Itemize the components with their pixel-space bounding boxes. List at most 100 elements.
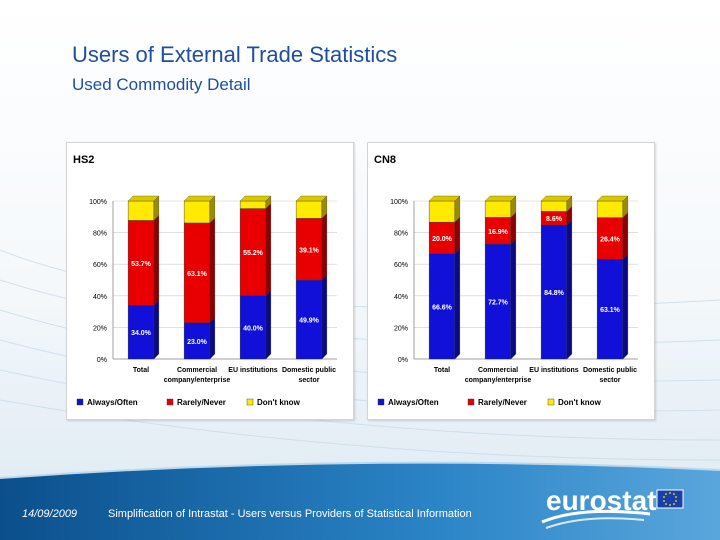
bar-segment-top (295, 195, 328, 202)
logo-swoosh-icon (541, 509, 651, 524)
category-label: Total (434, 367, 450, 374)
bar-segment (428, 200, 456, 223)
bar-segment (295, 279, 323, 360)
bar-segment-side (265, 203, 272, 297)
chart-title: HS2 (73, 154, 94, 166)
bar-segment (484, 200, 512, 218)
legend-label: Don't know (257, 398, 301, 407)
category-label: sector (599, 377, 620, 384)
data-label: 49.9% (299, 318, 320, 325)
data-label: 16.9% (488, 229, 509, 236)
chart-panel-hs2: HS2 0% 20% 40% 60% 80% 100% 34.0% 53.7% Total 23.0… (66, 142, 354, 420)
data-label: 72.7% (488, 300, 509, 307)
bar-segment (127, 200, 155, 221)
slide-title: Users of External Trade Statistics (72, 42, 398, 67)
bar-segment (596, 200, 624, 218)
bar-segment-side (153, 215, 160, 306)
bar-segment (239, 295, 267, 360)
bar-segment (295, 200, 323, 219)
data-label: 66.6% (432, 304, 453, 311)
bar-segment (540, 200, 568, 212)
y-tick-label: 40% (93, 294, 107, 301)
bar-segment (183, 200, 211, 224)
legend-label: Always/Often (388, 398, 439, 407)
y-tick-label: 100% (89, 199, 107, 206)
legend-label: Don't know (558, 398, 602, 407)
y-tick-label: 80% (394, 231, 408, 238)
bar-segment (540, 224, 568, 360)
bar-segment-side (622, 253, 629, 360)
bar-segment-side (321, 274, 328, 360)
legend-swatch (246, 398, 254, 406)
y-tick-label: 60% (394, 262, 408, 269)
data-label: 55.2% (243, 250, 264, 257)
bar-segment-top (540, 195, 573, 202)
y-tick-label: 60% (93, 262, 107, 269)
data-label: 39.1% (299, 247, 320, 254)
legend-swatch (547, 398, 555, 406)
bar-segment (127, 220, 155, 306)
bar-segment-top (428, 195, 461, 202)
logo-text: eurostat (546, 485, 656, 516)
data-label: 26.4% (600, 236, 621, 243)
data-label: 23.0% (187, 339, 208, 346)
bar-segment-side (265, 290, 272, 360)
y-tick-label: 0% (398, 357, 408, 364)
legend-swatch (467, 398, 475, 406)
bar-segment (428, 221, 456, 254)
category-label: company/enterprise (164, 377, 231, 384)
bar-segment (428, 253, 456, 360)
chart-hs2: HS2 0% 20% 40% 60% 80% 100% 34.0% 53.7% Total 23.0… (73, 154, 337, 407)
bar-segment-side (321, 213, 328, 281)
data-label: 20.0% (432, 236, 453, 243)
data-label: 63.1% (187, 271, 208, 278)
bar-segment-top (183, 195, 216, 202)
bar-segment (596, 259, 624, 360)
bar-segment (127, 305, 155, 360)
bar-segment-side (622, 212, 629, 260)
data-label: 8.6% (546, 216, 563, 223)
bar-segment-side (566, 219, 573, 360)
eu-flag-icon (656, 489, 684, 509)
bar-segment-top (127, 195, 160, 202)
slide-subtitle: Used Commodity Detail (72, 75, 251, 94)
data-label: 40.0% (243, 325, 264, 332)
chart-title: CN8 (374, 154, 396, 166)
y-tick-label: 0% (97, 357, 107, 364)
legend-label: Rarely/Never (478, 398, 527, 407)
data-label: 34.0% (131, 330, 152, 337)
y-tick-label: 40% (394, 294, 408, 301)
bar-segment-side (209, 317, 216, 360)
legend-swatch (76, 398, 84, 406)
bar-segment (596, 217, 624, 260)
bar-segment (183, 322, 211, 360)
bar-segment (239, 200, 267, 209)
legend-swatch (166, 398, 174, 406)
bar-segment-side (209, 217, 216, 324)
category-label: Domestic public (583, 367, 637, 374)
chart-panel-cn8: CN8 0% 20% 40% 60% 80% 100% 66.6% 20.0% Total 72.7… (367, 142, 655, 420)
legend-label: Rarely/Never (177, 398, 226, 407)
y-tick-label: 20% (394, 325, 408, 332)
data-label: 84.8% (544, 290, 565, 297)
y-tick-label: 80% (93, 231, 107, 238)
category-label: company/enterprise (465, 377, 532, 384)
bar-segment-side (454, 248, 461, 360)
category-label: Commercial (177, 367, 217, 374)
y-tick-label: 20% (93, 325, 107, 332)
bar-segment-top (596, 195, 629, 202)
data-label: 53.7% (131, 261, 152, 268)
legend-label: Always/Often (87, 398, 138, 407)
category-label: Total (133, 367, 149, 374)
legend-swatch (377, 398, 385, 406)
category-label: Domestic public (282, 367, 336, 374)
data-label: 63.1% (600, 307, 621, 314)
y-tick-label: 100% (390, 199, 408, 206)
chart-cn8: CN8 0% 20% 40% 60% 80% 100% 66.6% 20.0% Total 72.7… (374, 154, 638, 407)
category-label: EU institutions (228, 367, 277, 374)
bar-segment-side (510, 212, 517, 245)
bar-segment-top (239, 195, 272, 202)
bar-segment-top (484, 195, 517, 202)
category-label: sector (298, 377, 319, 384)
bar-segment (295, 218, 323, 281)
